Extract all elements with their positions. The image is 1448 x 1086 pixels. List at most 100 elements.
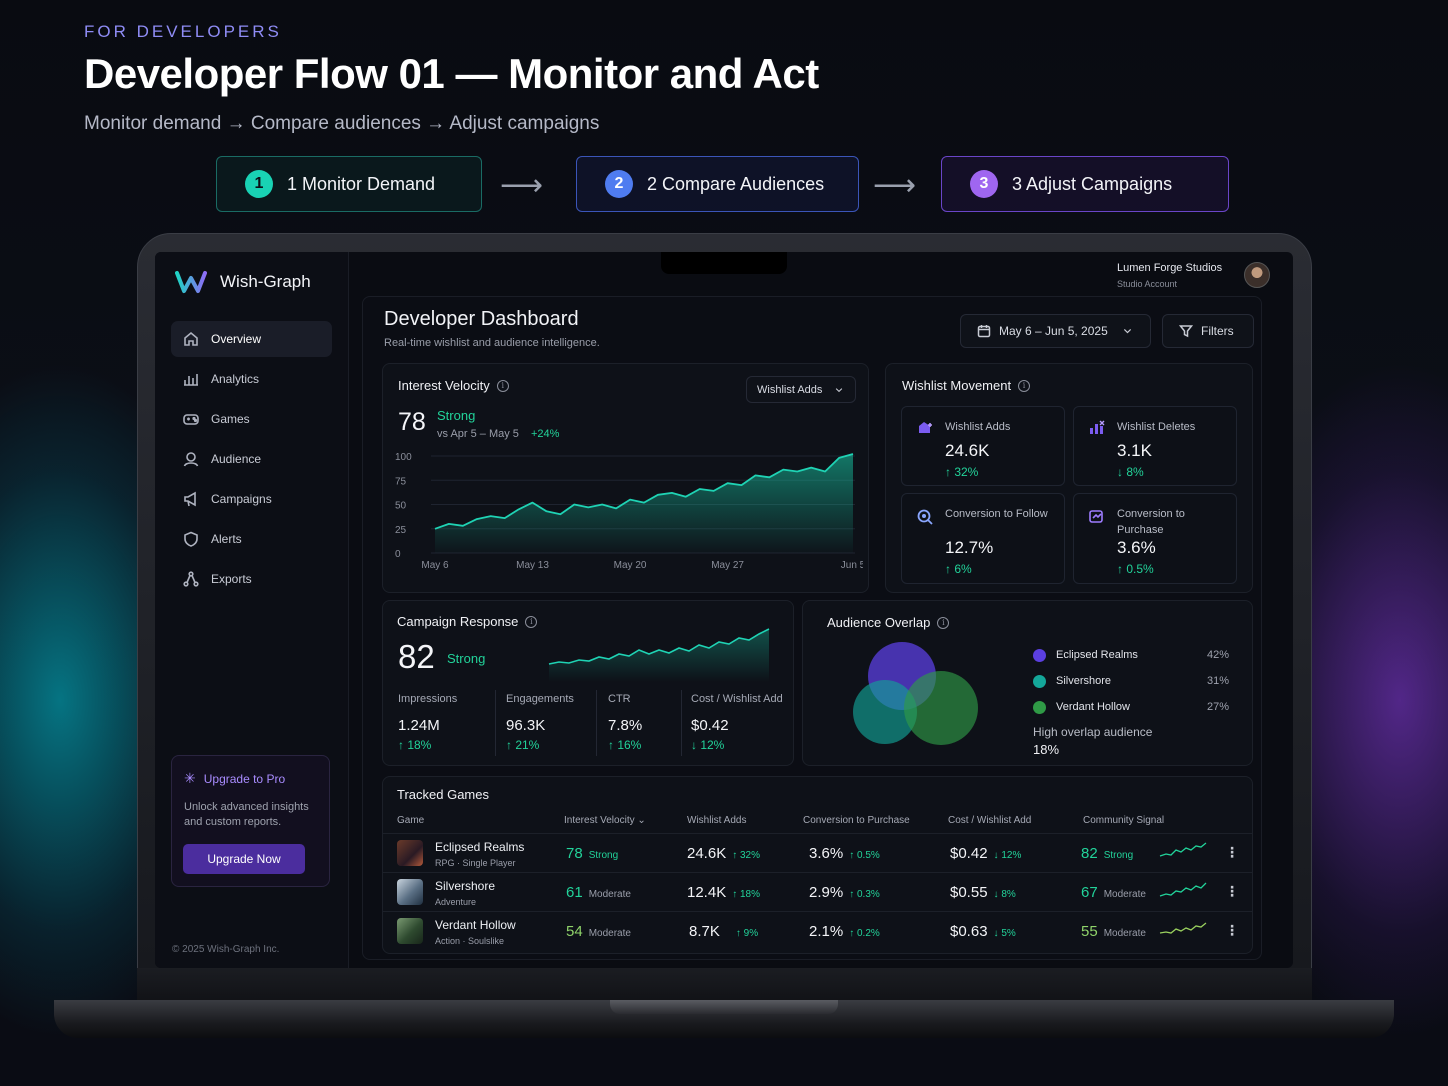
sidebar-item-games[interactable]: Games [171,401,332,437]
metric-value: 3.1K [1117,441,1152,460]
metric-change: ↑ 32% [945,465,979,479]
laptop-hinge [610,1000,838,1014]
divider [681,690,682,756]
upgrade-title-text: Upgrade to Pro [203,771,286,786]
info-icon[interactable]: i [1018,379,1031,392]
chevron-down-icon [1123,329,1131,334]
sidebar: Wish-Graph Overview Analytics Games Audi… [155,252,349,968]
sidebar-item-analytics[interactable]: Analytics [171,361,332,397]
comparison-period: vs Apr 5 – May 5 [437,428,519,440]
legend-name: Silvershore [1056,675,1112,687]
metric-wishlist-adds: Wishlist Adds 24.6K ↑ 32% [901,406,1065,486]
table-row[interactable]: Silvershore Adventure 61 Moderate 12.4K … [383,873,1252,911]
cost-value: $0.55 [950,884,988,901]
step-number: 1 [245,170,273,198]
step-adjust-campaigns[interactable]: 3 3 Adjust Campaigns [941,156,1229,212]
share-icon [183,571,199,587]
info-icon[interactable]: i [525,615,538,628]
metric-label: Wishlist Deletes [1117,421,1196,433]
tracked-games-card [382,776,1253,954]
calendar-icon [977,325,991,338]
metric-dropdown-label: Wishlist Adds [757,383,823,396]
cs-score: 55 [1081,923,1098,940]
info-icon[interactable]: i [937,616,950,629]
info-icon[interactable]: i [496,379,509,392]
step-compare-audiences[interactable]: 2 2 Compare Audiences [576,156,859,212]
adds-value: 24.6K [687,845,727,862]
sidebar-item-audience[interactable]: Audience [171,441,332,477]
cost-change: ↓ 12% [993,850,1022,861]
page-title: Developer Flow 01 — Monitor and Act [84,50,819,97]
step-monitor-demand[interactable]: 1 1 Monitor Demand [216,156,482,212]
wishlist-adds-cell: 8.7K ↑ 9% [689,923,758,940]
stat-engagements: Engagements 96.3K ↑ 21% [506,693,574,752]
date-range-picker[interactable]: May 6 – Jun 5, 2025 [960,314,1151,348]
avatar[interactable] [1244,262,1270,288]
x-tick-label: May 6 [421,560,449,571]
stat-change: ↓ 12% [691,738,725,752]
x-tick-label: Jun 5 [841,560,863,571]
more-options-icon[interactable]: ⋮ [1225,883,1239,899]
legend-name: Eclipsed Realms [1056,649,1138,661]
legend-pct: 42% [1206,649,1229,661]
table-row[interactable]: Eclipsed Realms RPG · Single Player 78 S… [383,834,1252,872]
legend-name: Verdant Hollow [1056,701,1130,713]
laptop-screen: Wish-Graph Overview Analytics Games Audi… [155,252,1293,968]
column-header[interactable]: Game [397,815,425,826]
interest-velocity-cell: 54 Moderate [566,923,631,940]
stat-value: $0.42 [691,717,729,734]
legend-swatch [1033,674,1046,688]
adds-change: ↑ 32% [732,850,760,861]
campaign-sparkline [548,628,770,682]
sidebar-item-exports[interactable]: Exports [171,561,332,597]
conv-change: ↑ 0.2% [849,928,880,939]
arrow-right-icon: ⟶ [873,169,917,202]
step-label: 1 Monitor Demand [287,173,436,194]
metric-change: ↑ 0.5% [1117,562,1154,576]
overlap-legend: Eclipsed Realms 42% Silvershore 31% Verd… [1033,642,1229,720]
adds-change: ↑ 9% [735,928,759,939]
game-name: Silvershore [435,879,496,893]
community-sparkline [1159,922,1207,934]
upgrade-now-button[interactable]: Upgrade Now [183,844,305,874]
metric-dropdown[interactable]: Wishlist Adds [746,376,856,403]
overlap-value: 18% [1033,742,1060,757]
stat-value: 7.8% [608,717,643,734]
sidebar-item-label: Alerts [211,532,242,546]
conv-value: 2.9% [809,884,844,901]
stat-ctr: CTR 7.8% ↑ 16% [608,693,642,752]
sidebar-item-campaigns[interactable]: Campaigns [171,481,332,517]
y-tick-label: 100 [395,452,412,463]
game-thumbnail [397,918,423,944]
filters-button[interactable]: Filters [1162,314,1254,348]
more-options-icon[interactable]: ⋮ [1225,922,1239,938]
column-header-sortable[interactable]: Interest Velocity ⌄ [564,815,646,826]
column-header[interactable]: Cost / Wishlist Add [948,815,1032,826]
cost-cell: $0.42 ↓ 12% [950,845,1021,862]
legend-pct: 31% [1206,675,1229,687]
step-label: 3 Adjust Campaigns [1012,173,1173,194]
table-row[interactable]: Verdant Hollow Action · Soulslike 54 Mod… [383,912,1252,950]
more-options-icon[interactable]: ⋮ [1225,844,1239,860]
cs-label: Moderate [1103,889,1146,900]
cs-score: 67 [1081,884,1098,901]
legend-item: Verdant Hollow 27% [1033,694,1229,720]
stat-label: Cost / Wishlist Add [691,693,783,705]
column-header[interactable]: Conversion to Purchase [803,815,910,826]
stat-impressions: Impressions 1.24M ↑ 18% [398,693,457,752]
column-header[interactable]: Wishlist Adds [687,815,747,826]
cost-cell: $0.63 ↓ 5% [950,923,1016,940]
account-name[interactable]: Lumen Forge Studios [1117,262,1223,274]
divider [495,690,496,756]
conv-value: 2.1% [809,923,844,940]
sidebar-item-overview[interactable]: Overview [171,321,332,357]
iv-label: Moderate [588,928,631,939]
metric-change: ↓ 8% [1117,465,1144,479]
column-header[interactable]: Community Signal [1083,815,1165,826]
legend-item: Silvershore 31% [1033,668,1229,694]
laptop-chin [137,968,1312,1002]
chevron-down-icon [836,387,843,392]
game-genre: RPG · Single Player [435,858,516,868]
sidebar-item-alerts[interactable]: Alerts [171,521,332,557]
iv-score: 78 [566,845,583,862]
